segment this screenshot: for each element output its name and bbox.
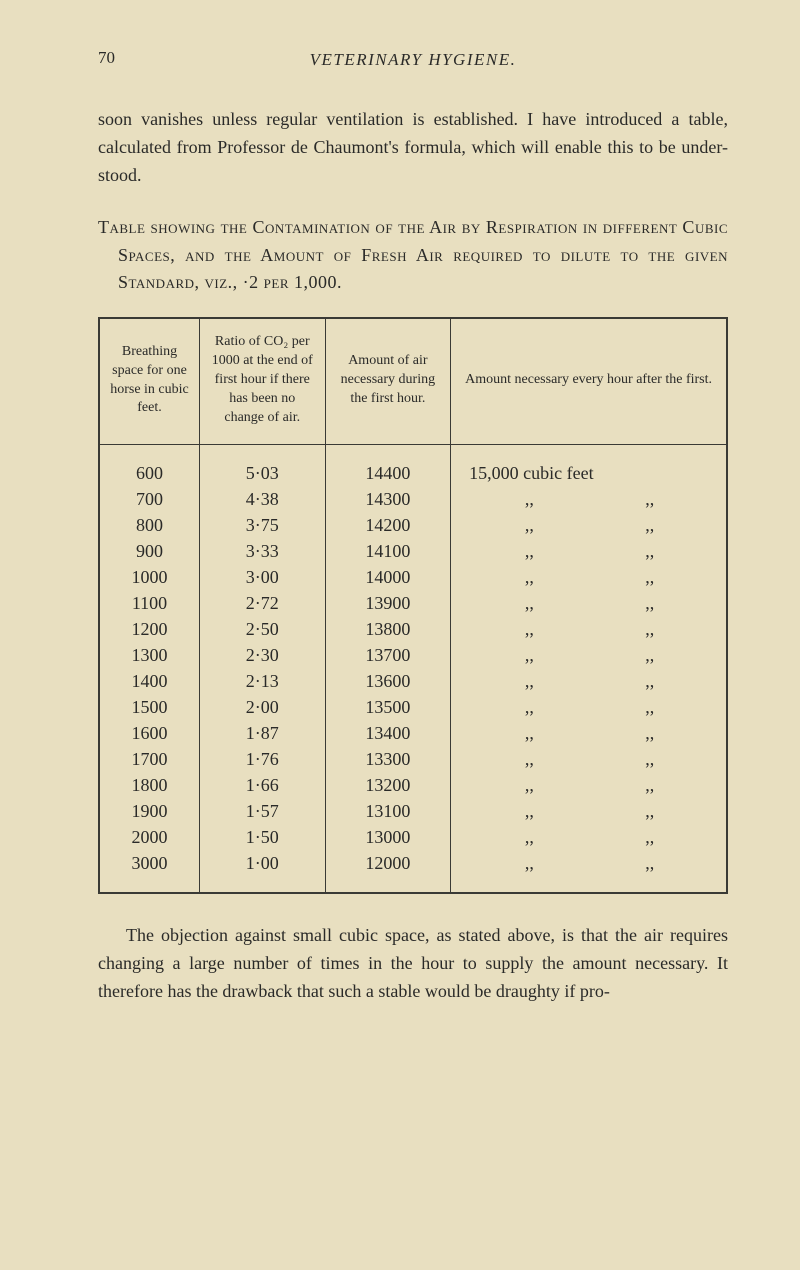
header-ratio-co2: Ratio of CO₂ per 1000 at the end of firs…	[199, 318, 325, 444]
cell-air: 13200	[325, 772, 451, 798]
table-row: 17001·7613300,,,,	[99, 746, 727, 772]
cell-necessary: ,,,,	[451, 720, 727, 746]
cell-air: 13000	[325, 824, 451, 850]
cell-breathing: 1000	[99, 564, 199, 590]
cell-breathing: 1800	[99, 772, 199, 798]
cell-breathing: 1100	[99, 590, 199, 616]
cell-breathing: 1400	[99, 668, 199, 694]
cell-ratio: 4·38	[199, 486, 325, 512]
table-row: 14002·1313600,,,,	[99, 668, 727, 694]
table-row: 10003·0014000,,,,	[99, 564, 727, 590]
cell-air: 12000	[325, 850, 451, 893]
cell-breathing: 700	[99, 486, 199, 512]
cell-necessary: ,,,,	[451, 642, 727, 668]
cell-necessary: 15,000 cubic feet	[451, 444, 727, 486]
table-header-row: Breathing space for one horse in cubic f…	[99, 318, 727, 444]
cell-necessary: ,,,,	[451, 512, 727, 538]
cell-air: 13900	[325, 590, 451, 616]
cell-air: 14400	[325, 444, 451, 486]
cell-necessary: ,,,,	[451, 564, 727, 590]
cell-ratio: 1·66	[199, 772, 325, 798]
cell-breathing: 1600	[99, 720, 199, 746]
cell-air: 13400	[325, 720, 451, 746]
page-number: 70	[98, 48, 115, 68]
table-row: 11002·7213900,,,,	[99, 590, 727, 616]
cell-ratio: 1·87	[199, 720, 325, 746]
closing-paragraph: The objection against small cubic space,…	[98, 922, 728, 1006]
cell-ratio: 2·50	[199, 616, 325, 642]
cell-necessary: ,,,,	[451, 798, 727, 824]
cell-ratio: 3·75	[199, 512, 325, 538]
table-row: 18001·6613200,,,,	[99, 772, 727, 798]
cell-breathing: 1900	[99, 798, 199, 824]
cell-air: 14200	[325, 512, 451, 538]
table-row: 9003·3314100,,,,	[99, 538, 727, 564]
running-header: VETERINARY HYGIENE.	[98, 50, 728, 70]
cell-ratio: 1·76	[199, 746, 325, 772]
cell-air: 14300	[325, 486, 451, 512]
table-body: 6005·031440015,000 cubic feet 7004·38143…	[99, 444, 727, 893]
table-row: 16001·8713400,,,,	[99, 720, 727, 746]
cell-breathing: 1500	[99, 694, 199, 720]
cell-ratio: 3·00	[199, 564, 325, 590]
header-air-after-first: Amount necessary every hour after the fi…	[451, 318, 727, 444]
cell-breathing: 1200	[99, 616, 199, 642]
header-air-first-hour: Amount of air necessary during the first…	[325, 318, 451, 444]
cell-ratio: 2·30	[199, 642, 325, 668]
table-row: 7004·3814300,,,,	[99, 486, 727, 512]
intro-paragraph: soon vanishes unless regular ventilation…	[98, 106, 728, 190]
cell-air: 13100	[325, 798, 451, 824]
cell-ratio: 2·72	[199, 590, 325, 616]
table-row: 20001·5013000,,,,	[99, 824, 727, 850]
cell-necessary: ,,,,	[451, 694, 727, 720]
table-row: 30001·0012000,,,,	[99, 850, 727, 893]
table-row: 8003·7514200,,,,	[99, 512, 727, 538]
cell-air: 14000	[325, 564, 451, 590]
cell-necessary: ,,,,	[451, 538, 727, 564]
cell-ratio: 1·57	[199, 798, 325, 824]
cell-air: 13800	[325, 616, 451, 642]
cell-necessary: ,,,,	[451, 772, 727, 798]
table-row: 19001·5713100,,,,	[99, 798, 727, 824]
co2-data-table: Breathing space for one horse in cubic f…	[98, 317, 728, 893]
cell-necessary: ,,,,	[451, 850, 727, 893]
table-title: Table showing the Contamination of the A…	[98, 214, 728, 298]
cell-necessary: ,,,,	[451, 746, 727, 772]
table-row: 6005·031440015,000 cubic feet	[99, 444, 727, 486]
cell-air: 13500	[325, 694, 451, 720]
cell-necessary: ,,,,	[451, 824, 727, 850]
cell-breathing: 2000	[99, 824, 199, 850]
cell-ratio: 2·13	[199, 668, 325, 694]
header-breathing-space: Breathing space for one horse in cubic f…	[99, 318, 199, 444]
cell-breathing: 1700	[99, 746, 199, 772]
cell-air: 13600	[325, 668, 451, 694]
cell-air: 13700	[325, 642, 451, 668]
table-row: 13002·3013700,,,,	[99, 642, 727, 668]
table-row: 12002·5013800,,,,	[99, 616, 727, 642]
cell-breathing: 3000	[99, 850, 199, 893]
cell-breathing: 600	[99, 444, 199, 486]
cell-necessary: ,,,,	[451, 668, 727, 694]
cell-breathing: 1300	[99, 642, 199, 668]
cell-breathing: 900	[99, 538, 199, 564]
table-row: 15002·0013500,,,,	[99, 694, 727, 720]
cell-necessary: ,,,,	[451, 486, 727, 512]
table-title-text: Table showing the Contamination of the A…	[98, 217, 728, 293]
cell-ratio: 1·00	[199, 850, 325, 893]
cell-breathing: 800	[99, 512, 199, 538]
cell-ratio: 5·03	[199, 444, 325, 486]
cell-necessary: ,,,,	[451, 616, 727, 642]
cell-necessary: ,,,,	[451, 590, 727, 616]
cell-air: 13300	[325, 746, 451, 772]
cell-ratio: 1·50	[199, 824, 325, 850]
cell-ratio: 3·33	[199, 538, 325, 564]
cell-air: 14100	[325, 538, 451, 564]
cell-ratio: 2·00	[199, 694, 325, 720]
